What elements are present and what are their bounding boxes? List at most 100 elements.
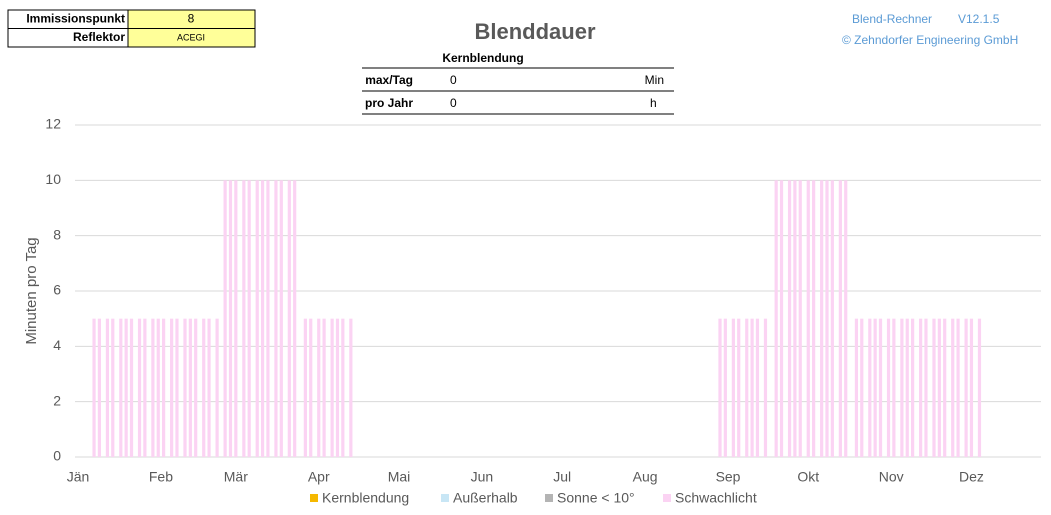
bar [175, 318, 179, 457]
bar [825, 180, 829, 458]
x-tick-label: Jul [553, 469, 571, 485]
bar [956, 318, 960, 457]
bar [341, 318, 345, 457]
bar [223, 180, 227, 458]
bar [137, 318, 142, 457]
summary-value: 0 [450, 96, 457, 110]
bar [820, 180, 824, 458]
y-tick-label: 6 [53, 282, 61, 298]
bar [924, 318, 928, 457]
y-tick-label: 8 [53, 226, 61, 242]
bar [779, 180, 784, 458]
bar [977, 318, 982, 457]
bar [156, 318, 160, 457]
bar [194, 318, 198, 457]
bar [951, 318, 955, 457]
x-tick-label: Feb [149, 469, 173, 485]
bar [873, 318, 877, 457]
chart-title: Blenddauer [474, 19, 595, 44]
bar [886, 318, 891, 457]
bar [943, 318, 947, 457]
legend-swatch [663, 494, 671, 502]
bar [964, 318, 968, 457]
bar [745, 318, 749, 457]
legend-label: Sonne < 10° [557, 490, 635, 506]
bar [844, 180, 848, 458]
bar [798, 180, 802, 458]
bar [774, 180, 778, 458]
bar [143, 318, 147, 457]
header-label: Reflektor [73, 30, 125, 44]
bar [97, 318, 101, 457]
summary-unit: Min [645, 73, 664, 87]
bar [868, 318, 872, 457]
app-name: Blend-Rechner [852, 12, 932, 26]
bar [92, 318, 96, 457]
bar [183, 318, 187, 457]
bar [830, 180, 834, 458]
x-tick-label: Apr [308, 469, 330, 485]
bar [755, 318, 760, 457]
bar [260, 180, 265, 458]
bar [215, 318, 219, 457]
bar [737, 318, 741, 457]
header-value: ACEGI [177, 32, 205, 42]
bar [242, 180, 246, 458]
legend-label: Kernblendung [322, 490, 409, 506]
bar [255, 180, 259, 458]
bar [207, 318, 211, 457]
bar [228, 180, 233, 458]
bar [723, 318, 727, 457]
bar [854, 318, 859, 457]
bar [162, 318, 166, 457]
bar [266, 180, 270, 458]
summary-title: Kernblendung [442, 51, 523, 65]
bar [937, 318, 941, 457]
bar [806, 180, 810, 458]
bar [124, 318, 128, 457]
y-tick-label: 4 [53, 337, 61, 353]
bar [188, 318, 192, 457]
bar [274, 180, 278, 458]
bar [119, 318, 123, 457]
bar [905, 318, 909, 457]
bar [234, 180, 238, 458]
bar [170, 318, 174, 457]
header-label: Immissionspunkt [26, 12, 125, 26]
bar [860, 318, 864, 457]
bar [793, 180, 797, 458]
x-tick-label: Mär [224, 469, 248, 485]
bar [303, 318, 307, 457]
y-axis-title: Minuten pro Tag [23, 237, 40, 344]
y-tick-label: 0 [53, 448, 61, 464]
legend-swatch [310, 494, 318, 502]
bar [129, 318, 134, 457]
summary-value: 0 [450, 73, 457, 87]
bar [151, 318, 155, 457]
company: © Zehndorfer Engineering GmbH [842, 33, 1018, 47]
x-tick-label: Dez [959, 469, 984, 485]
x-tick-label: Nov [879, 469, 904, 485]
x-tick-label: Jun [471, 469, 494, 485]
app-version: V12.1.5 [958, 12, 1000, 26]
x-tick-label: Mai [388, 469, 411, 485]
legend-label: Außerhalb [453, 490, 518, 506]
bar [919, 318, 923, 457]
x-tick-label: Sep [716, 469, 741, 485]
bar [750, 318, 754, 457]
y-tick-label: 2 [53, 392, 61, 408]
legend-label: Schwachlicht [675, 490, 757, 506]
bar [900, 318, 904, 457]
bar [892, 318, 896, 457]
y-tick-label: 12 [45, 116, 61, 132]
bar [247, 180, 251, 458]
bar [293, 180, 297, 458]
bar [309, 318, 313, 457]
header-table: Immissionspunkt 8 Reflektor ACEGI [7, 9, 256, 48]
header-value: 8 [188, 12, 195, 26]
bar [322, 318, 326, 457]
x-tick-label: Aug [633, 469, 658, 485]
bar [349, 318, 353, 457]
bar [911, 318, 915, 457]
